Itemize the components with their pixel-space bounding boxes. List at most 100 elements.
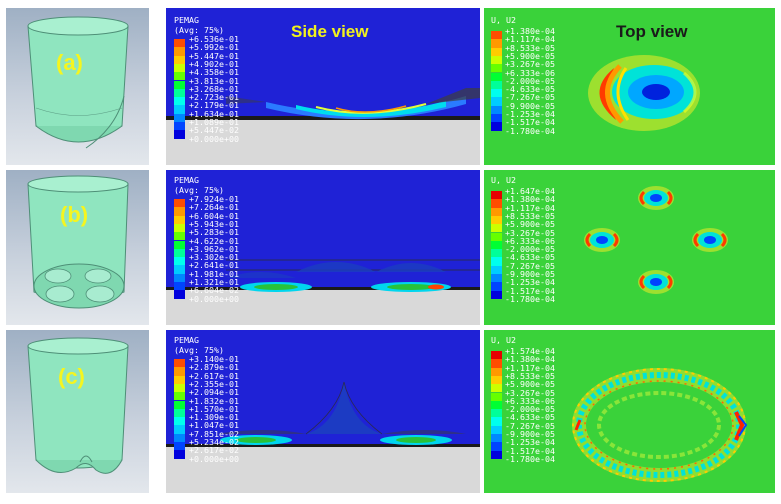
top-legend-value: +1.647e-04 xyxy=(505,186,555,196)
side-legend-value: +1.089e-01 xyxy=(189,117,239,127)
top-view-panel-a: Top view U, U2 +1.380e-04 +1.117e-04 +8.53… xyxy=(484,8,775,165)
side-legend-value: +6.604e-02 xyxy=(189,285,239,296)
top-legend-value: -9.900e-05 xyxy=(505,429,555,439)
top-legend-swatch xyxy=(491,375,502,385)
side-legend-value: +1.309e-01 xyxy=(189,412,239,423)
top-legend-title-b: U, U2 xyxy=(491,175,516,185)
model-panel-a: (a) xyxy=(6,8,149,165)
side-legend-value: +7.924e-01 xyxy=(189,194,239,204)
top-legend-swatch xyxy=(491,450,502,459)
top-legend-swatch xyxy=(491,199,502,208)
side-legend-field-a: PEMAG xyxy=(174,15,199,25)
side-legend-value: +3.962e-01 xyxy=(189,243,239,254)
side-legend-title-b: PEMAG (Avg: 75%) xyxy=(174,175,224,195)
top-legend-value: +8.533e-05 xyxy=(505,370,555,381)
side-legend-swatch xyxy=(174,105,185,114)
side-legend-value: +0.000e+00 xyxy=(189,293,239,304)
side-legend-value: +7.264e-01 xyxy=(189,202,239,213)
top-legend-swatch xyxy=(491,274,502,283)
side-legend-value: +5.234e-02 xyxy=(189,437,239,447)
top-legend-swatch xyxy=(491,47,502,56)
side-view-contour-b xyxy=(166,259,480,325)
side-legend-value: +5.943e-01 xyxy=(189,218,239,229)
top-legend-value: -1.780e-04 xyxy=(505,453,555,464)
top-legend-value: -7.267e-05 xyxy=(505,92,555,103)
side-legend-value: +0.000e+00 xyxy=(189,133,239,144)
side-legend-value: +2.617e-02 xyxy=(189,445,239,456)
top-legend-value: +3.267e-05 xyxy=(505,387,555,398)
top-legend-swatch xyxy=(491,72,502,81)
top-legend-value: +1.574e-04 xyxy=(505,346,555,356)
top-legend-value: +3.267e-05 xyxy=(505,227,555,238)
side-legend-swatch xyxy=(174,265,185,274)
side-legend-title-a: PEMAG (Avg: 75%) xyxy=(174,15,224,35)
side-legend-value: +4.622e-01 xyxy=(189,235,239,246)
top-legend-value: -7.267e-05 xyxy=(505,260,555,271)
side-legend-swatch xyxy=(174,97,185,106)
top-legend-value: -9.900e-05 xyxy=(505,100,555,111)
top-legend-value: -1.253e-04 xyxy=(505,109,555,119)
side-legend-swatch xyxy=(174,248,185,258)
side-view-title: Side view xyxy=(291,22,369,41)
side-legend-swatch xyxy=(174,375,185,384)
side-legend-value: +0.000e+00 xyxy=(189,453,239,464)
side-legend-avg-a: (Avg: 75%) xyxy=(174,24,224,35)
side-legend-swatch xyxy=(174,47,185,56)
side-legend-value: +1.047e-01 xyxy=(189,420,239,431)
top-legend-value: -1.517e-04 xyxy=(505,445,555,456)
indenter-model-a xyxy=(27,16,129,149)
top-legend-swatch xyxy=(491,224,502,233)
top-legend-swatch xyxy=(491,417,502,426)
side-legend-swatch xyxy=(174,80,185,89)
side-legend-swatch xyxy=(174,130,185,139)
top-legend-swatch xyxy=(491,392,502,401)
top-legend-swatch xyxy=(491,122,502,131)
top-legend-swatch xyxy=(491,282,502,291)
side-legend-swatch xyxy=(174,232,185,241)
side-legend-value: +5.283e-01 xyxy=(189,227,239,238)
top-legend-value: +1.117e-04 xyxy=(505,202,555,213)
top-legend-swatch xyxy=(491,89,502,98)
side-legend-swatch xyxy=(174,273,185,282)
top-legend-value: +5.900e-05 xyxy=(505,379,555,390)
side-legend-swatch xyxy=(174,72,185,81)
model-panel-c: (c) xyxy=(6,330,149,493)
top-legend-swatch xyxy=(491,215,502,225)
side-legend-value: +1.634e-01 xyxy=(189,108,239,119)
top-legend-swatch xyxy=(491,290,502,299)
side-legend-swatch xyxy=(174,367,185,376)
top-legend-value: +1.117e-04 xyxy=(505,362,555,373)
top-legend-value: -1.517e-04 xyxy=(505,117,555,128)
side-legend-value: +2.723e-01 xyxy=(189,92,239,103)
side-legend-swatch xyxy=(174,442,185,451)
side-legend-value: +4.902e-01 xyxy=(189,58,239,69)
top-legend-value: +1.380e-04 xyxy=(505,26,555,36)
top-legend-value: -4.633e-05 xyxy=(505,84,555,95)
top-legend-value: -9.900e-05 xyxy=(505,269,555,279)
side-legend-swatch xyxy=(174,257,185,266)
side-view-contour-c xyxy=(166,381,480,493)
side-legend-swatch xyxy=(174,88,185,98)
side-legend-swatch xyxy=(174,199,185,208)
top-legend-value: +1.380e-04 xyxy=(505,354,555,365)
top-view-panel-c: U, U2 +1.574e-04 +1.380e-04 +1.117e-04 +8.5… xyxy=(484,330,775,493)
top-legend-value: -1.253e-04 xyxy=(505,437,555,448)
side-legend-swatch xyxy=(174,207,185,216)
top-legend-swatch xyxy=(491,80,502,90)
top-legend-title-a: U, U2 xyxy=(491,15,516,25)
side-legend-swatch xyxy=(174,359,185,368)
side-legend-value: +6.604e-01 xyxy=(189,210,239,221)
side-legend-value: +3.813e-01 xyxy=(189,75,239,86)
top-legend-swatch xyxy=(491,55,502,65)
top-legend-swatch xyxy=(491,351,502,360)
top-legend-value: -2.000e-05 xyxy=(505,75,555,86)
top-legend-swatch xyxy=(491,114,502,123)
top-legend-swatch xyxy=(491,442,502,451)
top-legend-swatch xyxy=(491,359,502,368)
top-legend-swatch xyxy=(491,425,502,434)
side-legend-swatch xyxy=(174,392,185,401)
side-legend-value: +1.981e-01 xyxy=(189,268,239,279)
side-view-panel-c: PEMAG (Avg: 75%) +3.140e-01 +2.879e-01 +2.… xyxy=(166,330,480,493)
side-legend-swatch xyxy=(174,215,185,224)
side-legend-value: +5.447e-01 xyxy=(189,50,239,61)
